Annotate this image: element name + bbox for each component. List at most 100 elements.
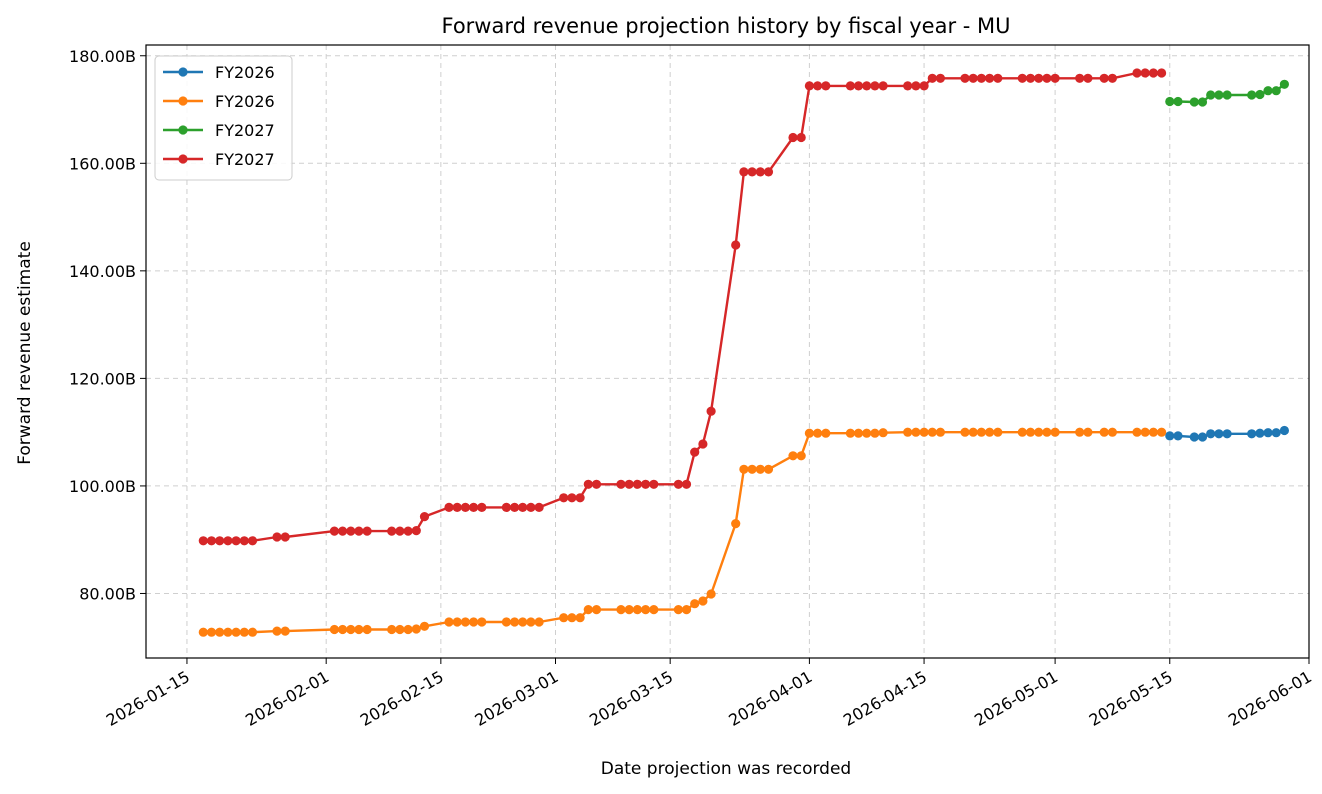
data-point <box>1279 79 1289 89</box>
data-point <box>518 617 528 627</box>
data-point <box>641 605 651 615</box>
data-point <box>821 428 831 438</box>
data-point <box>1075 73 1085 83</box>
data-point <box>804 428 815 438</box>
data-point <box>362 624 372 635</box>
data-point <box>469 502 479 512</box>
data-point <box>1148 427 1158 437</box>
data-point <box>1255 428 1265 438</box>
data-point <box>985 427 995 437</box>
data-point <box>1083 427 1093 437</box>
data-point <box>272 626 282 636</box>
data-point <box>616 605 626 615</box>
data-point <box>567 493 577 503</box>
data-point <box>1107 427 1117 437</box>
data-point <box>509 617 520 627</box>
y-axis-label: Forward revenue estimate <box>15 241 35 465</box>
data-point <box>247 536 258 546</box>
legend-swatch-marker <box>178 125 188 135</box>
data-point <box>763 167 774 177</box>
data-point <box>575 493 585 503</box>
data-point <box>198 627 208 637</box>
data-point <box>804 81 815 91</box>
data-point <box>919 427 929 437</box>
data-point <box>935 73 946 83</box>
data-point <box>559 493 569 503</box>
data-point <box>1017 73 1027 83</box>
data-point <box>649 479 659 489</box>
data-point <box>1279 425 1289 436</box>
chart-title: Forward revenue projection history by fi… <box>441 14 1010 38</box>
data-point <box>1107 73 1117 83</box>
data-point <box>1140 68 1150 78</box>
data-point <box>853 81 864 91</box>
data-point <box>763 464 774 474</box>
data-point <box>559 613 569 623</box>
data-point <box>739 464 749 474</box>
data-point <box>673 479 684 489</box>
data-point <box>796 451 806 461</box>
data-point <box>985 73 995 83</box>
data-point <box>477 502 487 512</box>
y-axis-ticks: 80.00B 100.00B 120.00B 140.00B 160.00B 180.00… <box>69 47 146 603</box>
plot-frame <box>145 44 1310 659</box>
data-point <box>1132 68 1142 78</box>
data-point <box>231 536 241 546</box>
data-point <box>903 427 913 437</box>
data-point <box>280 532 290 542</box>
series-2 <box>1165 79 1289 107</box>
data-point <box>1214 90 1224 100</box>
y-tick-label: 180.00B <box>69 47 136 66</box>
data-point <box>911 81 921 91</box>
data-point <box>411 526 421 536</box>
gridlines <box>146 45 1310 658</box>
data-point <box>444 502 454 512</box>
data-point <box>788 451 798 461</box>
data-point <box>853 428 864 438</box>
data-point <box>919 81 929 91</box>
x-tick-label: 2026-06-01 <box>1225 667 1315 730</box>
data-point <box>477 617 487 627</box>
data-point <box>698 596 708 606</box>
data-point <box>1099 427 1109 437</box>
data-point <box>1197 432 1208 442</box>
data-point <box>534 502 544 512</box>
data-point <box>395 526 405 536</box>
data-point <box>1132 427 1142 437</box>
data-point <box>870 428 880 438</box>
data-point <box>387 526 397 536</box>
series-layer <box>198 68 1289 637</box>
data-point <box>1222 90 1232 100</box>
data-point <box>452 617 462 627</box>
data-point <box>1025 427 1036 437</box>
x-axis-ticks: 2026-01-15 2026-02-01 2026-02-15 2026-03-01… <box>103 658 1315 730</box>
data-point <box>878 81 888 91</box>
data-point <box>1222 429 1232 439</box>
data-point <box>501 502 511 512</box>
data-point <box>1206 429 1216 439</box>
x-tick-label: 2026-05-01 <box>971 667 1061 730</box>
data-point <box>460 502 470 512</box>
data-point <box>583 479 593 489</box>
data-point <box>231 627 241 637</box>
data-point <box>813 81 823 91</box>
legend-swatch-marker <box>178 96 188 106</box>
legend-box <box>154 55 293 181</box>
data-point <box>1255 89 1265 100</box>
data-point <box>215 536 225 546</box>
data-point <box>1189 97 1199 107</box>
x-tick-label: 2026-03-15 <box>586 667 676 730</box>
data-point <box>198 536 208 546</box>
data-point <box>1034 427 1044 437</box>
data-point <box>1083 73 1093 83</box>
data-point <box>1189 432 1199 442</box>
data-point <box>362 526 372 536</box>
data-point <box>845 81 856 91</box>
data-point <box>346 526 356 536</box>
data-point <box>518 502 528 512</box>
data-point <box>960 73 970 83</box>
data-point <box>755 464 765 474</box>
data-point <box>911 427 921 437</box>
data-point <box>821 81 831 91</box>
